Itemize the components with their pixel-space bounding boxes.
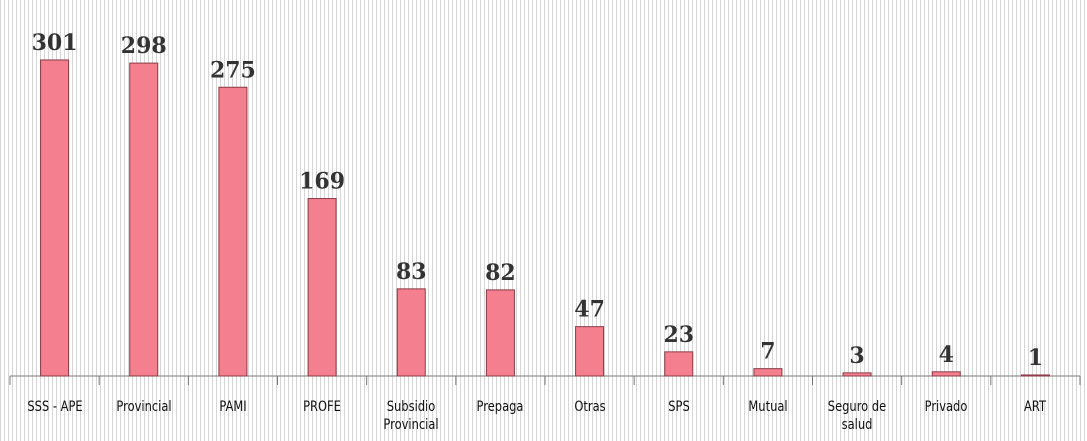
bar xyxy=(931,371,961,377)
value-label: 1 xyxy=(1028,345,1043,371)
x-tick-label: Subsidio Provincial xyxy=(383,399,439,433)
value-label: 82 xyxy=(485,260,516,286)
bar xyxy=(485,289,515,377)
x-tick-label: Provincial xyxy=(116,399,172,415)
bar xyxy=(40,59,70,377)
value-label: 7 xyxy=(760,339,775,365)
bar xyxy=(664,351,694,377)
bar xyxy=(307,198,337,377)
x-tick-label: Mutual xyxy=(748,399,788,415)
value-label: 3 xyxy=(849,343,864,369)
value-label: 23 xyxy=(663,322,694,348)
x-tick-label: PROFE xyxy=(303,399,341,415)
value-label: 169 xyxy=(299,169,345,195)
bar xyxy=(396,288,426,377)
x-tick-label: Prepaga xyxy=(476,399,524,415)
bar xyxy=(218,86,248,377)
bar xyxy=(842,372,872,377)
value-label: 4 xyxy=(939,342,954,368)
x-tick-label: Seguro de salud xyxy=(827,399,887,433)
x-tick-label: ART xyxy=(1024,399,1047,415)
bar xyxy=(129,62,159,377)
x-tick-label: Privado xyxy=(924,399,968,415)
bar xyxy=(1020,374,1050,377)
value-label: 83 xyxy=(396,259,427,285)
x-tick-label: PAMI xyxy=(219,399,247,415)
bar xyxy=(753,368,783,377)
value-label: 47 xyxy=(574,297,605,323)
x-tick-label: SPS xyxy=(668,399,690,415)
value-label: 298 xyxy=(121,33,167,59)
value-label: 275 xyxy=(210,57,256,83)
x-tick-label: SSS - APE xyxy=(26,399,83,415)
x-tick-label: Otras xyxy=(573,399,606,415)
bar xyxy=(575,326,605,377)
value-label: 301 xyxy=(32,30,78,56)
